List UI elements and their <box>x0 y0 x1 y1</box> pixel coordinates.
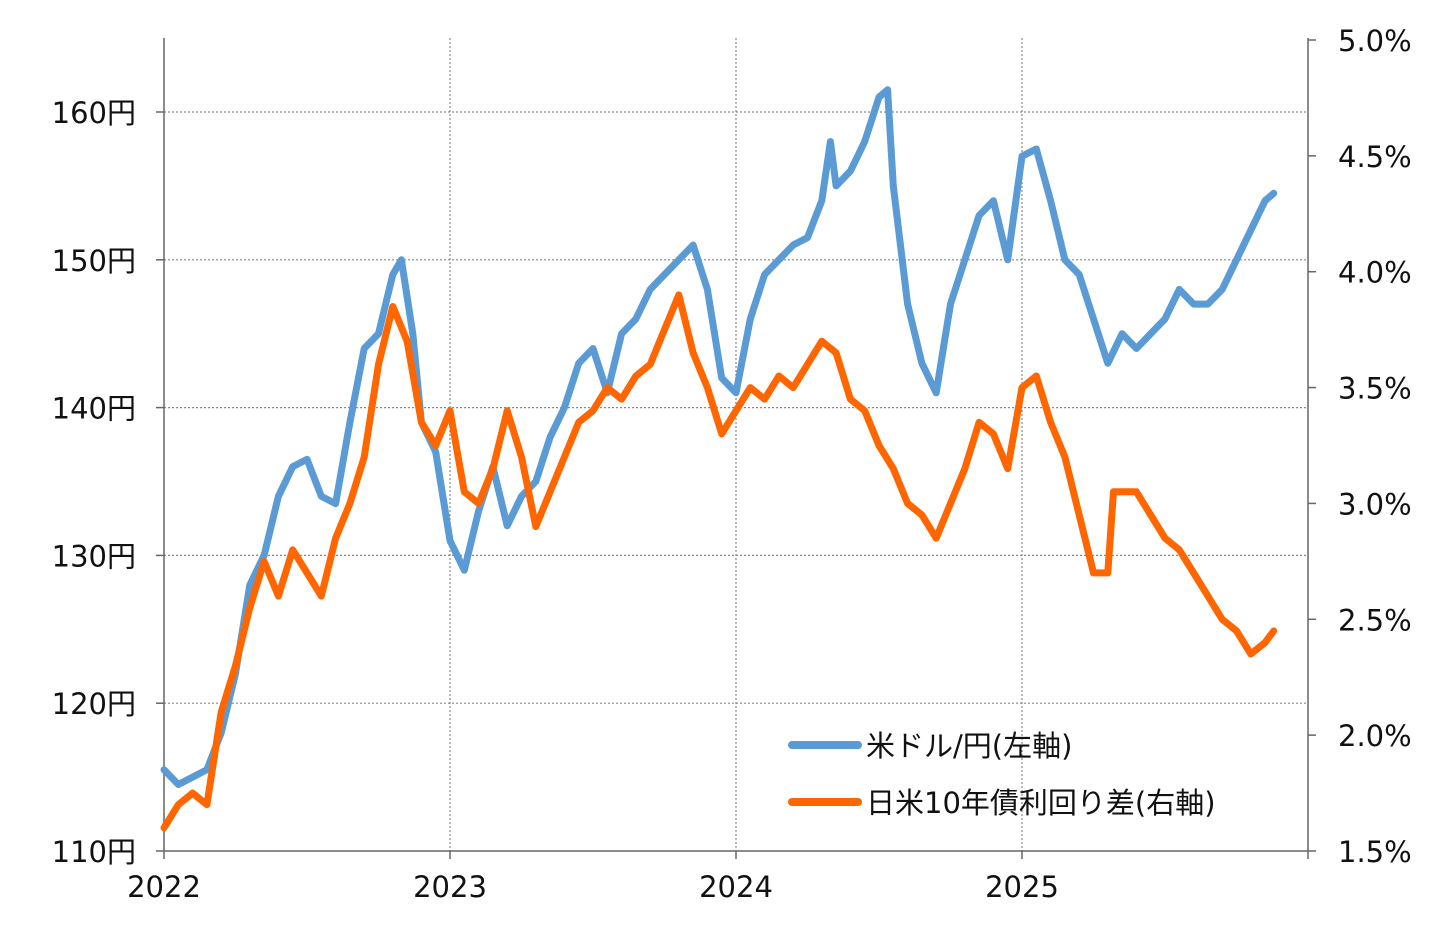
right-tick-label: 2.0% <box>1338 719 1412 753</box>
yield-spread-line <box>160 291 1278 832</box>
left-tick-label: 130円 <box>52 539 136 573</box>
right-tick-label: 1.5% <box>1338 835 1412 869</box>
left-tick-label: 160円 <box>52 96 136 130</box>
legend: 米ドル/円(左軸) 日米10年債利回り差(右軸) <box>788 729 1216 820</box>
series-lines <box>160 86 1278 832</box>
right-tick-label: 3.0% <box>1338 487 1412 521</box>
x-tick-label: 2022 <box>127 870 201 904</box>
right-tick-label: 3.5% <box>1338 372 1412 406</box>
right-tick-label: 2.5% <box>1338 603 1412 637</box>
left-tick-label: 120円 <box>52 687 136 721</box>
legend-label-spread: 日米10年債利回り差(右軸) <box>866 786 1216 820</box>
left-tick-label: 150円 <box>52 244 136 278</box>
axes: 110円 120円 130円 140円 150円 160円 2022 2023 2024 2025… <box>52 24 1412 904</box>
right-tick-label: 5.0% <box>1338 24 1412 58</box>
x-tick-label: 2024 <box>699 870 773 904</box>
usdjpy-line <box>160 86 1278 788</box>
right-tick-label: 4.0% <box>1338 256 1412 290</box>
left-tick-label: 110円 <box>52 835 136 869</box>
x-tick-label: 2023 <box>413 870 487 904</box>
legend-label-usdjpy: 米ドル/円(左軸) <box>866 729 1072 763</box>
right-tick-label: 4.5% <box>1338 140 1412 174</box>
x-tick-label: 2025 <box>985 870 1059 904</box>
left-tick-label: 140円 <box>52 392 136 426</box>
gridlines <box>164 38 1308 851</box>
